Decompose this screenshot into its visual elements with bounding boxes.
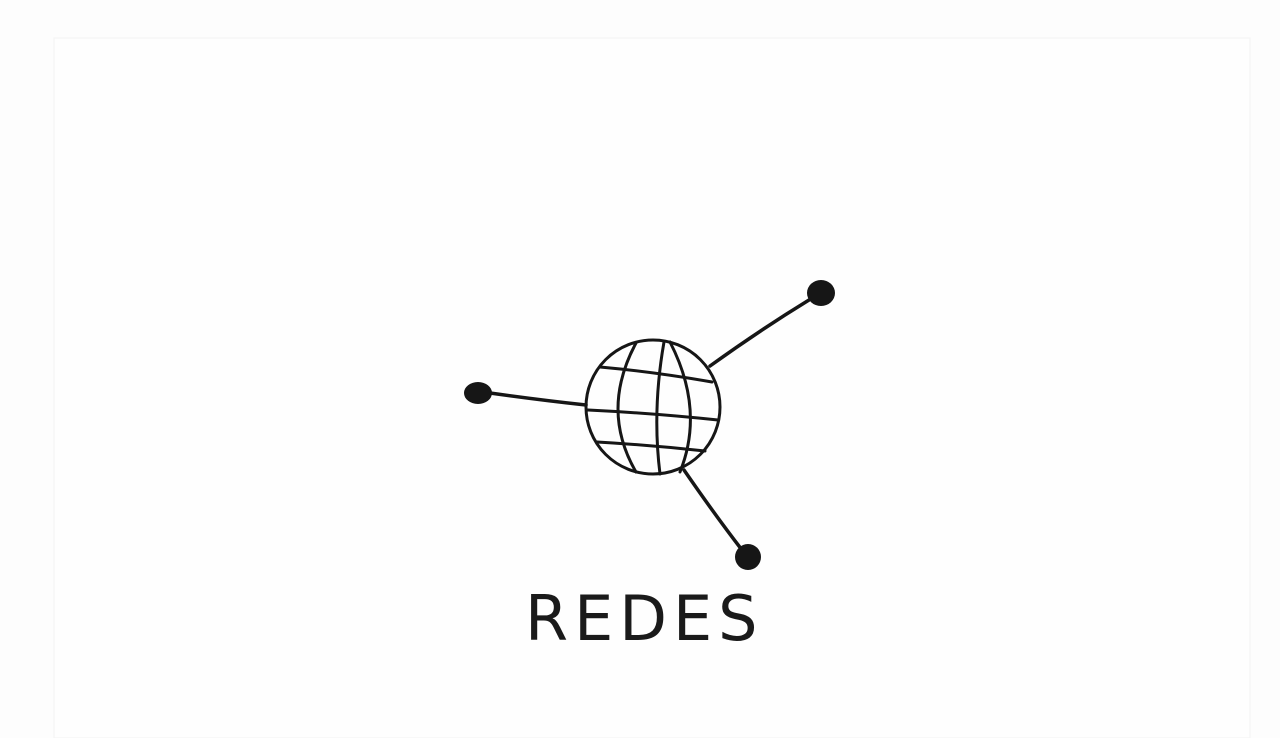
- nodes: [464, 280, 835, 570]
- globe: [584, 338, 722, 476]
- label: REDES: [525, 582, 764, 655]
- node: [464, 382, 492, 404]
- paper: [53, 37, 1251, 738]
- link-left: [488, 391, 588, 407]
- globe-line: [616, 341, 638, 474]
- globe-line: [655, 340, 666, 476]
- node: [735, 544, 761, 570]
- node: [807, 280, 835, 306]
- network: [488, 298, 811, 552]
- globe-line: [668, 340, 692, 474]
- link-bottom: [682, 468, 744, 552]
- globe-line: [598, 365, 714, 384]
- globe-line: [586, 408, 720, 422]
- link-top-right: [708, 298, 811, 368]
- globe-line: [595, 440, 707, 453]
- globe-outline: [584, 338, 722, 476]
